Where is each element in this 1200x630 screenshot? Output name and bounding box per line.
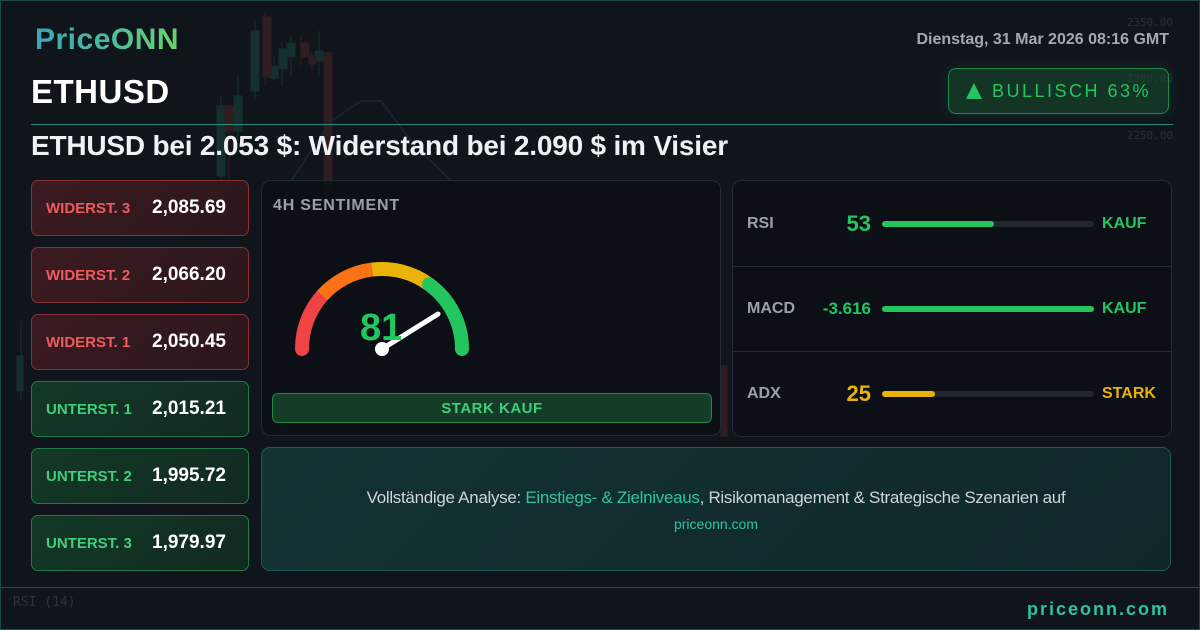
headline: ETHUSD bei 2.053 $: Widerstand bei 2.090… [31, 130, 728, 161]
axis-label: 2350.00 [1126, 16, 1173, 29]
cta-highlight: Einstiegs- & Zielniveaus [525, 488, 700, 507]
level-support-2: UNTERST. 2 1,995.72 [31, 448, 249, 504]
timestamp: Dienstag, 31 Mar 2026 08:16 GMT [916, 31, 1169, 48]
level-label: UNTERST. 1 [46, 400, 132, 418]
bias-label: BULLISCH 63% [991, 80, 1152, 101]
indicators-panel: RSI 53 KAUF MACD -3.616 KAUF ADX 25 STAR… [732, 180, 1172, 437]
axis-label: 2250.00 [1126, 129, 1173, 142]
level-value: 2,015.21 [152, 398, 226, 419]
indicator-name: MACD [747, 300, 795, 317]
indicator-row-rsi: RSI 53 KAUF [733, 181, 1171, 266]
sentiment-panel: 4H SENTIMENT 81 STARK KAUF [261, 180, 721, 436]
indicator-name: ADX [747, 385, 781, 402]
level-resistance-1: WIDERST. 1 2,050.45 [31, 314, 249, 370]
indicator-signal: KAUF [1102, 300, 1147, 317]
level-label: WIDERST. 1 [46, 333, 131, 351]
level-value: 2,066.20 [152, 264, 226, 285]
bias-badge: BULLISCH 63% [948, 68, 1169, 114]
indicator-value: 53 [846, 210, 871, 236]
level-support-3: UNTERST. 3 1,979.97 [31, 515, 249, 571]
level-value: 1,995.72 [152, 465, 226, 486]
cta-text: Vollständige Analyse: Einstiegs- & Zieln… [262, 488, 1170, 508]
level-label: UNTERST. 2 [46, 467, 132, 485]
gauge-needle [379, 311, 441, 352]
gauge-value: 81 [360, 307, 403, 349]
level-value: 2,050.45 [152, 331, 226, 352]
level-label: WIDERST. 2 [46, 266, 131, 284]
header-divider [31, 124, 1173, 125]
footer-divider [1, 587, 1199, 588]
triangle-up-icon [965, 83, 982, 99]
sentiment-gauge [294, 262, 469, 356]
cta-prefix: Vollständige Analyse: [366, 488, 526, 507]
cta-suffix: , Risikomanagement & Strategische Szenar… [699, 488, 1066, 507]
indicator-signal: STARK [1102, 385, 1156, 402]
indicator-bar [882, 306, 1094, 312]
symbol-title: ETHUSD [31, 73, 170, 110]
indicator-bar [882, 391, 1094, 397]
indicator-name: RSI [747, 214, 774, 232]
cta-link[interactable]: priceonn.com [673, 516, 759, 532]
level-support-1: UNTERST. 1 2,015.21 [31, 381, 249, 437]
level-label: UNTERST. 3 [46, 534, 132, 552]
price-levels: WIDERST. 3 2,085.69 WIDERST. 2 2,066.20 … [31, 180, 249, 582]
level-resistance-3: WIDERST. 3 2,085.69 [31, 180, 249, 236]
indicator-bar [882, 220, 1094, 227]
indicator-value: 25 [846, 381, 871, 406]
level-value: 1,979.97 [152, 532, 226, 553]
indicator-value: -3.616 [822, 299, 871, 318]
brand-logo: PriceONN [35, 23, 180, 56]
background-indicator-label: RSI (14) [13, 595, 76, 610]
level-label: WIDERST. 3 [46, 199, 131, 217]
verdict-badge: STARK KAUF [272, 393, 712, 423]
indicator-row-macd: MACD -3.616 KAUF [733, 266, 1171, 351]
level-value: 2,085.69 [152, 197, 226, 218]
indicator-row-adx: ADX 25 STARK [733, 351, 1171, 436]
indicator-signal: KAUF [1102, 214, 1147, 232]
footer-url[interactable]: priceonn.com [1026, 599, 1169, 619]
sentiment-title: 4H SENTIMENT [273, 197, 400, 214]
analysis-cta[interactable]: Vollständige Analyse: Einstiegs- & Zieln… [261, 447, 1171, 571]
level-resistance-2: WIDERST. 2 2,066.20 [31, 247, 249, 303]
